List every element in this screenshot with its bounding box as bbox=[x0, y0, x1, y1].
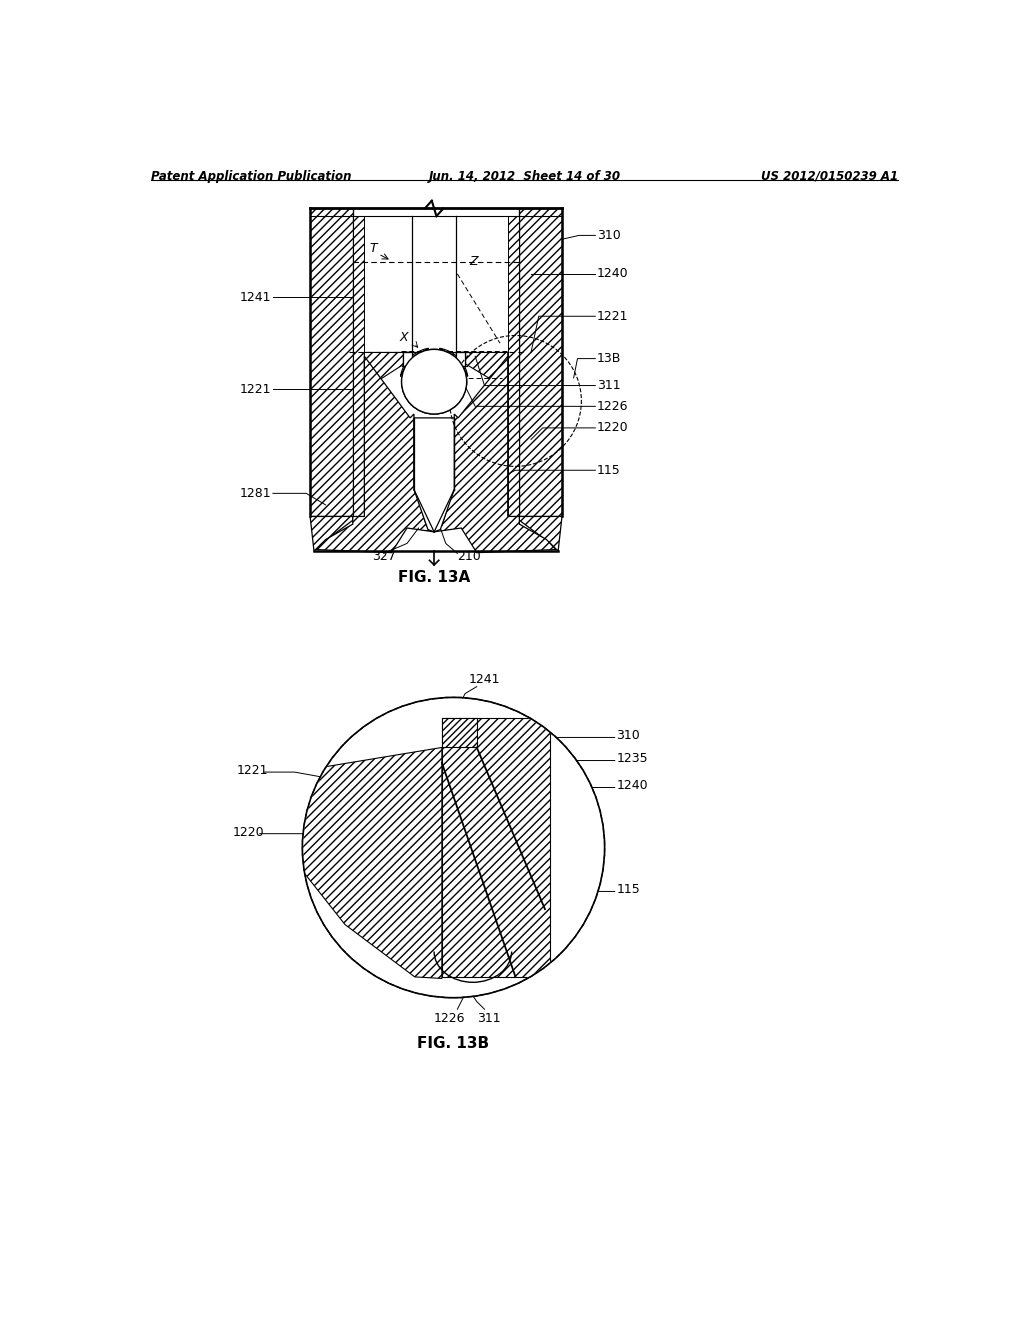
Text: 115: 115 bbox=[597, 463, 621, 477]
Polygon shape bbox=[352, 216, 365, 516]
Text: 210: 210 bbox=[458, 550, 481, 564]
Circle shape bbox=[401, 350, 467, 414]
Polygon shape bbox=[439, 348, 508, 389]
Circle shape bbox=[303, 698, 604, 997]
Polygon shape bbox=[442, 718, 550, 977]
Text: Z: Z bbox=[469, 255, 477, 268]
Text: 311: 311 bbox=[597, 379, 621, 392]
Circle shape bbox=[401, 350, 467, 414]
Text: Patent Application Publication: Patent Application Publication bbox=[152, 170, 352, 183]
Text: 327: 327 bbox=[372, 550, 396, 564]
Text: 1226: 1226 bbox=[434, 1011, 466, 1024]
Polygon shape bbox=[414, 418, 455, 532]
Text: FIG. 13B: FIG. 13B bbox=[418, 1036, 489, 1051]
Text: US 2012/0150239 A1: US 2012/0150239 A1 bbox=[761, 170, 898, 183]
Polygon shape bbox=[310, 516, 352, 552]
Polygon shape bbox=[519, 516, 562, 552]
Polygon shape bbox=[365, 348, 429, 389]
Polygon shape bbox=[310, 209, 352, 516]
Text: 1240: 1240 bbox=[616, 779, 648, 792]
Polygon shape bbox=[403, 352, 413, 367]
Polygon shape bbox=[519, 209, 562, 516]
Text: 310: 310 bbox=[616, 730, 640, 742]
Text: 1281: 1281 bbox=[240, 487, 271, 500]
Text: X: X bbox=[400, 331, 409, 345]
Text: Jun. 14, 2012  Sheet 14 of 30: Jun. 14, 2012 Sheet 14 of 30 bbox=[429, 170, 621, 183]
Text: 13B: 13B bbox=[597, 352, 622, 366]
Text: 1226: 1226 bbox=[597, 400, 629, 413]
Text: 311: 311 bbox=[477, 1011, 501, 1024]
Polygon shape bbox=[302, 747, 442, 978]
Text: 1221: 1221 bbox=[237, 764, 268, 777]
Text: FIG. 13A: FIG. 13A bbox=[398, 570, 470, 585]
Text: 1241: 1241 bbox=[240, 290, 271, 304]
Text: 1240: 1240 bbox=[597, 268, 629, 280]
Text: 1221: 1221 bbox=[597, 310, 629, 323]
Text: 1235: 1235 bbox=[616, 752, 648, 766]
Polygon shape bbox=[508, 216, 519, 516]
Polygon shape bbox=[434, 356, 556, 553]
Text: 310: 310 bbox=[597, 228, 621, 242]
Text: T: T bbox=[370, 242, 378, 255]
Text: Y: Y bbox=[414, 356, 422, 370]
Text: 115: 115 bbox=[616, 883, 640, 896]
Text: 1241: 1241 bbox=[469, 673, 501, 686]
Polygon shape bbox=[442, 718, 477, 747]
Text: 1221: 1221 bbox=[240, 383, 271, 396]
Polygon shape bbox=[456, 352, 465, 367]
Polygon shape bbox=[316, 356, 434, 553]
Polygon shape bbox=[456, 352, 465, 367]
Polygon shape bbox=[403, 352, 413, 367]
Text: 1220: 1220 bbox=[232, 825, 264, 838]
Text: 1220: 1220 bbox=[597, 421, 629, 434]
